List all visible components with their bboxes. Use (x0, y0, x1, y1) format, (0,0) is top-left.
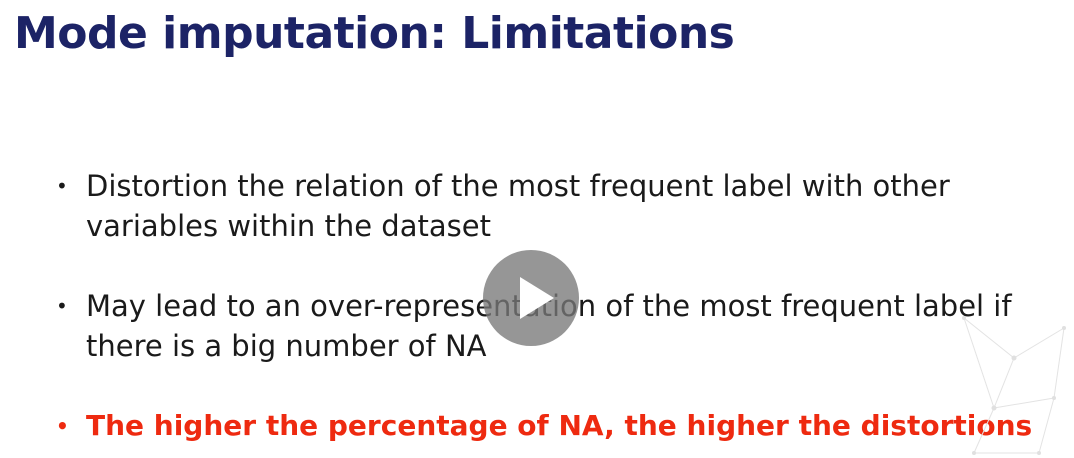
bullet-text: Distortion the relation of the most freq… (86, 169, 950, 243)
bullet-text-highlighted: The higher the percentage of NA, the hig… (86, 409, 1033, 442)
video-play-button[interactable] (483, 250, 579, 346)
bullet-marker: • (56, 414, 69, 438)
network-decoration (962, 316, 1066, 455)
bullet-marker: • (56, 294, 68, 318)
play-icon (520, 277, 554, 319)
slide-title: Mode imputation: Limitations (14, 8, 735, 59)
bullet-marker: • (56, 174, 68, 198)
